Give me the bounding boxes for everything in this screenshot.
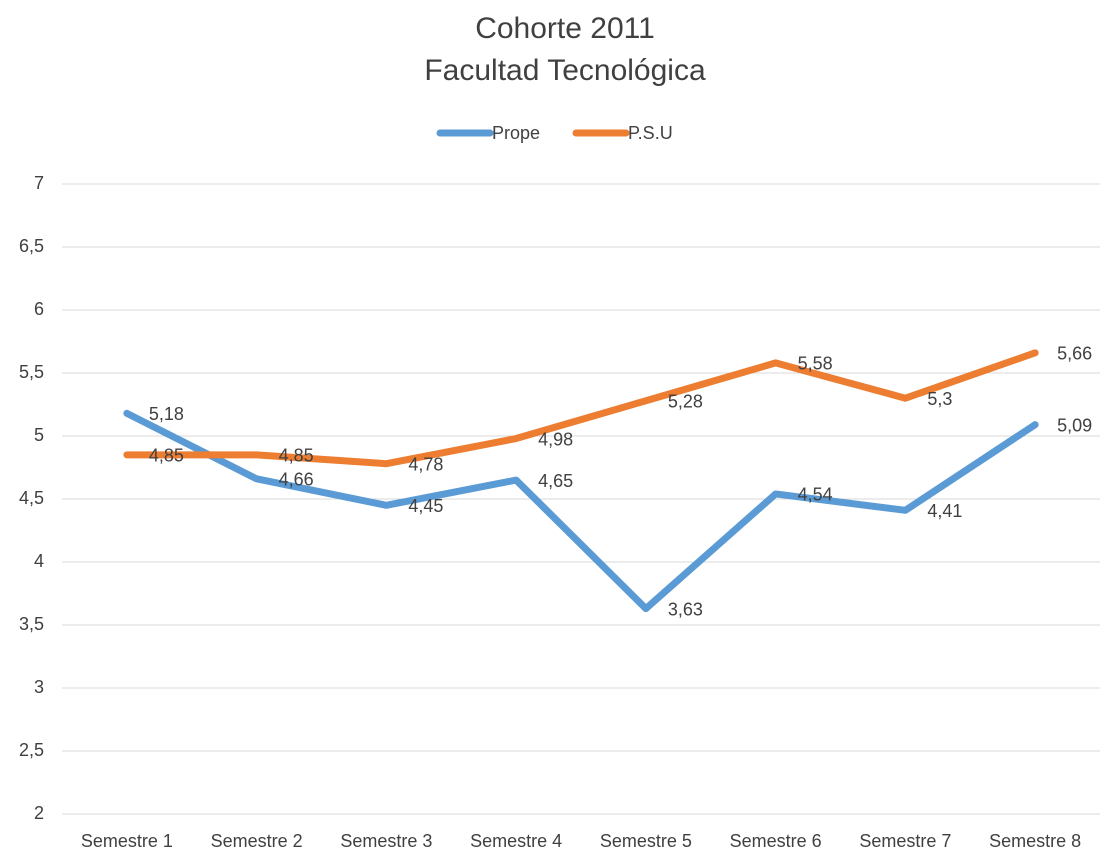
legend-label: Prope [492, 123, 540, 143]
x-tick-label: Semestre 5 [600, 831, 692, 851]
y-tick-label: 2 [34, 803, 44, 823]
data-label: 4,66 [279, 470, 314, 490]
y-tick-label: 4 [34, 551, 44, 571]
y-tick-label: 4,5 [19, 488, 44, 508]
data-label: 5,66 [1057, 344, 1092, 364]
data-label: 4,54 [798, 485, 833, 505]
chart-subtitle: Facultad Tecnológica [424, 54, 706, 87]
series-line [123, 349, 1039, 468]
data-label: 4,98 [538, 429, 573, 449]
data-label: 4,45 [408, 496, 443, 516]
y-tick-label: 7 [34, 173, 44, 193]
data-label: 5,09 [1057, 415, 1092, 435]
data-label: 5,18 [149, 404, 184, 424]
data-label: 3,63 [668, 599, 703, 619]
series-line [123, 409, 1039, 613]
x-tick-label: Semestre 4 [470, 831, 562, 851]
y-tick-label: 6 [34, 299, 44, 319]
chart-title: Cohorte 2011 [475, 12, 655, 45]
x-tick-label: Semestre 2 [211, 831, 303, 851]
x-tick-label: Semestre 6 [730, 831, 822, 851]
y-tick-label: 5,5 [19, 362, 44, 382]
legend-label: P.S.U [628, 123, 673, 143]
data-label: 4,85 [279, 446, 314, 466]
data-label: 4,85 [149, 446, 184, 466]
data-label: 4,65 [538, 471, 573, 491]
y-tick-label: 5 [34, 425, 44, 445]
data-label: 5,3 [927, 389, 952, 409]
x-tick-label: Semestre 7 [859, 831, 951, 851]
y-tick-label: 3 [34, 677, 44, 697]
x-tick-label: Semestre 1 [81, 831, 173, 851]
data-label: 4,41 [927, 501, 962, 521]
y-tick-label: 2,5 [19, 740, 44, 760]
x-tick-label: Semestre 3 [340, 831, 432, 851]
x-tick-label: Semestre 8 [989, 831, 1081, 851]
data-label: 5,58 [798, 354, 833, 374]
data-label: 5,28 [668, 391, 703, 411]
y-tick-label: 3,5 [19, 614, 44, 634]
y-tick-label: 6,5 [19, 236, 44, 256]
data-label: 4,78 [408, 454, 443, 474]
